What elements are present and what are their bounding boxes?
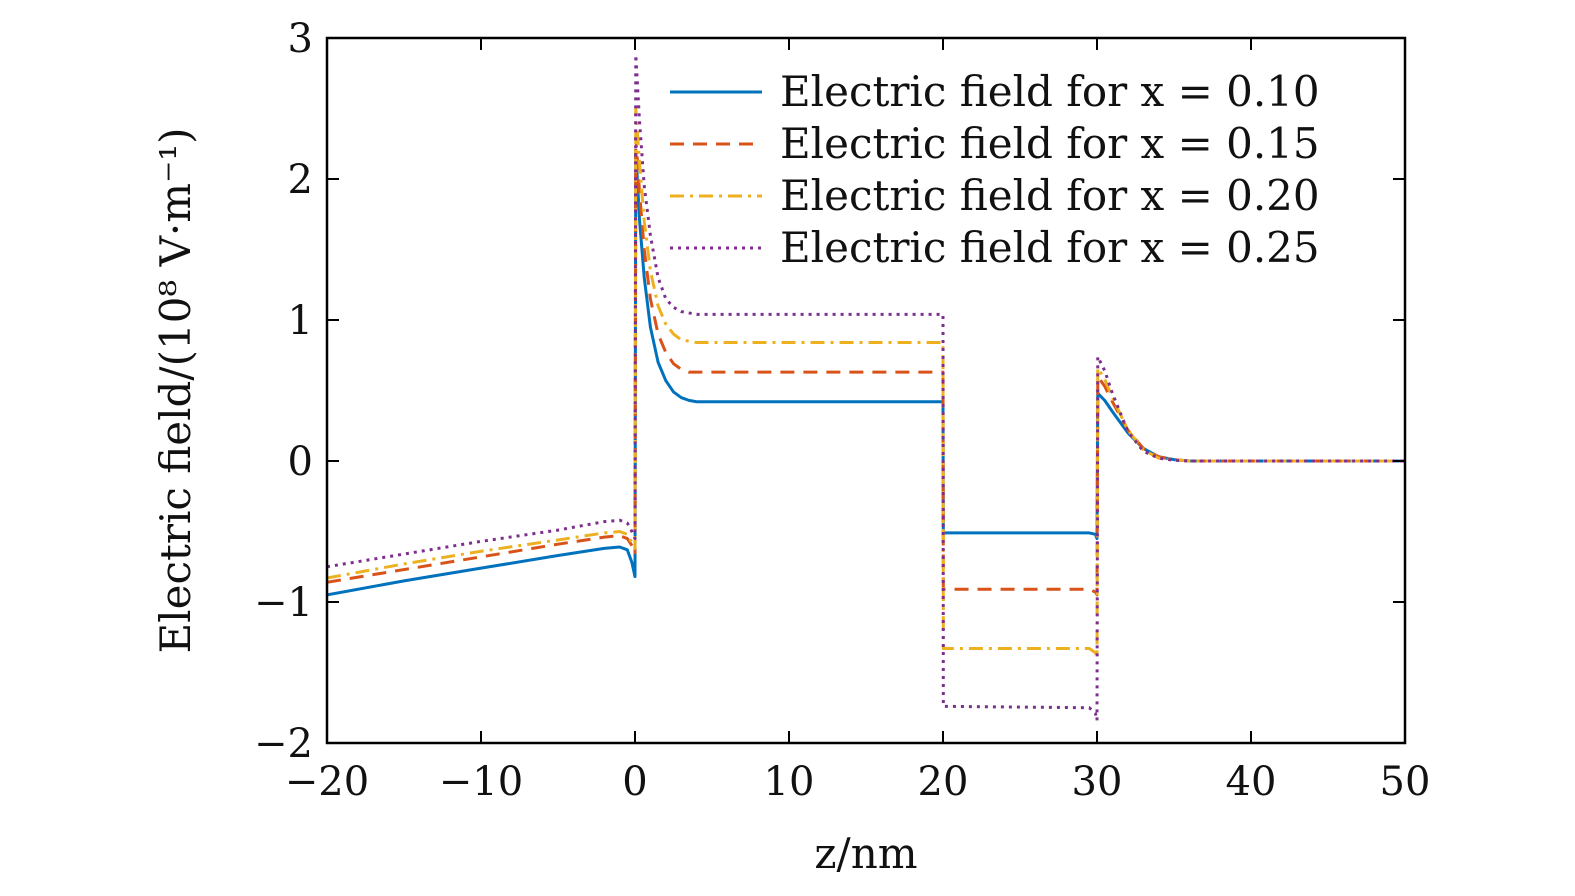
x-tick-label: −20 bbox=[285, 759, 369, 805]
series-lines bbox=[327, 53, 1405, 722]
x-axis-title: z/nm bbox=[814, 829, 917, 878]
x-tick-label: 0 bbox=[622, 759, 647, 805]
x-tick-labels: −20 −10 0 10 20 30 40 50 bbox=[285, 759, 1431, 805]
x-tick-label: 40 bbox=[1226, 759, 1277, 805]
plot-area-frame bbox=[325, 36, 1407, 745]
x-tick-label: 50 bbox=[1380, 759, 1431, 805]
axis-ticks bbox=[326, 37, 1406, 744]
legend-label-4: Electric field for x = 0.25 bbox=[780, 223, 1320, 272]
y-tick-label: 0 bbox=[288, 439, 313, 485]
y-tick-label: 2 bbox=[288, 157, 313, 203]
y-tick-label: −1 bbox=[254, 580, 313, 626]
x-tick-label: 10 bbox=[764, 759, 815, 805]
legend-label-2: Electric field for x = 0.15 bbox=[780, 119, 1320, 168]
y-tick-labels: −2 −1 0 1 2 3 bbox=[254, 16, 313, 767]
series-line-4 bbox=[327, 53, 1405, 722]
y-tick-label: 3 bbox=[288, 16, 313, 62]
x-tick-label: 30 bbox=[1072, 759, 1123, 805]
y-tick-label: −2 bbox=[254, 721, 313, 767]
x-tick-label: 20 bbox=[918, 759, 969, 805]
x-tick-label: −10 bbox=[439, 759, 523, 805]
series-line-3 bbox=[327, 107, 1405, 659]
y-tick-label: 1 bbox=[288, 298, 313, 344]
y-axis-title: Electric field/(10⁸ V·m⁻¹) bbox=[151, 128, 200, 654]
legend-label-3: Electric field for x = 0.20 bbox=[780, 171, 1320, 220]
series-line-1 bbox=[327, 149, 1405, 597]
legend-label-1: Electric field for x = 0.10 bbox=[780, 67, 1320, 116]
